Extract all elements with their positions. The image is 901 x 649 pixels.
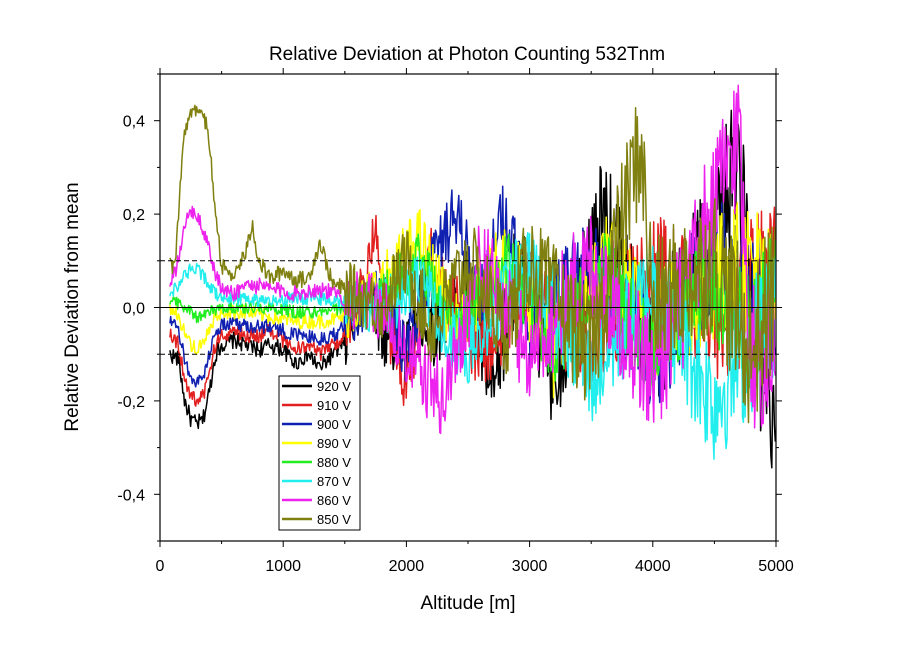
y-tick-label: 0,2 (123, 207, 145, 224)
legend-label: 870 V (317, 474, 351, 489)
x-tick-label: 3000 (512, 558, 548, 575)
chart-title: Relative Deviation at Photon Counting 53… (269, 44, 665, 65)
legend-label: 850 V (317, 512, 351, 527)
legend: 920 V 910 V 900 V 890 V 880 V 870 V 860 V 850 V (278, 375, 361, 531)
y-tick-label: 0,4 (123, 114, 145, 131)
series-line-850v (169, 104, 776, 424)
y-tick-label: -0,4 (117, 487, 145, 504)
legend-label: 900 V (317, 417, 351, 432)
reference-lines (160, 260, 776, 355)
axis-ticks: 0 1000 2000 3000 4000 5000 -0,4 -0,2 0,0 0,2 0,4 (117, 68, 794, 575)
x-tick-label: 2000 (389, 558, 425, 575)
legend-box (278, 375, 361, 531)
y-tick-label: 0,0 (123, 301, 145, 318)
legend-label: 860 V (317, 493, 351, 508)
x-tick-label: 4000 (635, 558, 671, 575)
legend-label: 880 V (317, 455, 351, 470)
legend-label: 890 V (317, 436, 351, 451)
legend-label: 910 V (317, 398, 351, 413)
y-axis-label: Relative Deviation from mean (62, 182, 83, 431)
x-tick-label: 0 (156, 558, 165, 575)
x-axis-label: Altitude [m] (420, 593, 515, 614)
y-tick-label: -0,2 (117, 394, 145, 411)
legend-label: 920 V (317, 379, 351, 394)
x-tick-label: 5000 (758, 558, 794, 575)
x-tick-label: 1000 (265, 558, 301, 575)
series-layer (169, 84, 776, 469)
series-line-870v (169, 232, 776, 460)
